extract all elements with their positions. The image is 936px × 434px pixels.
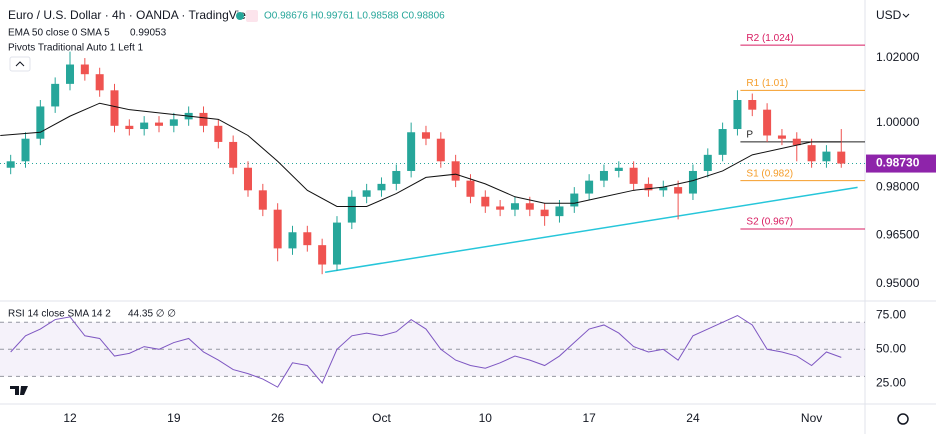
pivot-label: R2 (1.024) xyxy=(746,33,793,44)
candle-body xyxy=(421,132,430,139)
candle-body xyxy=(481,196,490,207)
tradingview-logo xyxy=(10,386,28,395)
last-price-box xyxy=(866,154,936,173)
candle-body xyxy=(688,170,697,194)
candle-body xyxy=(288,232,297,249)
candle-body xyxy=(674,187,683,194)
settings-icon[interactable] xyxy=(897,413,909,425)
candle-body xyxy=(659,187,668,191)
candle-body xyxy=(80,64,89,75)
candle-body xyxy=(629,167,638,184)
y-tick-label: 0.95000 xyxy=(876,276,920,290)
candle-body xyxy=(703,154,712,171)
candle-body xyxy=(748,100,757,110)
x-tick-label: 17 xyxy=(582,411,596,425)
candle-body xyxy=(792,138,801,146)
candle-body xyxy=(525,203,534,210)
last-price-label: 0.98730 xyxy=(876,156,920,170)
candle-body xyxy=(377,183,386,191)
candle-body xyxy=(510,203,519,210)
candle-body xyxy=(95,74,104,91)
rsi-line xyxy=(10,314,842,388)
candle-body xyxy=(347,196,356,223)
collapse-icon xyxy=(15,61,25,67)
x-tick-label: 12 xyxy=(63,411,77,425)
candle-body xyxy=(110,90,119,126)
candle-body xyxy=(599,170,608,181)
candle-body xyxy=(585,180,594,194)
candle-body xyxy=(21,138,30,162)
ema-legend: EMA 50 close 0 SMA 5 xyxy=(8,28,110,39)
pivot-label: S1 (0.982) xyxy=(746,168,793,179)
y-tick-label: 75.00 xyxy=(876,308,906,322)
candle-body xyxy=(303,232,312,246)
y-tick-label: 50.00 xyxy=(876,341,906,355)
candle-body xyxy=(6,161,15,168)
candle-body xyxy=(332,222,341,265)
candle-body xyxy=(169,119,178,126)
candle-body xyxy=(466,180,475,197)
candle-body xyxy=(763,109,772,136)
candle-body xyxy=(362,190,371,197)
candle-body xyxy=(718,129,727,155)
x-tick-label: Oct xyxy=(372,411,391,425)
pivots-legend: Pivots Traditional Auto 1 Left 1 xyxy=(8,43,144,54)
candle-body xyxy=(837,151,846,164)
candle-body xyxy=(436,138,445,162)
rsi-value: 44.35 ∅ ∅ xyxy=(128,309,176,320)
candle-body xyxy=(199,112,208,126)
x-tick-label: 26 xyxy=(271,411,285,425)
candle-body xyxy=(540,209,549,217)
y-tick-label: 1.02000 xyxy=(876,50,920,64)
candle-body xyxy=(644,183,653,191)
collapse-button[interactable] xyxy=(9,56,31,72)
candle-body xyxy=(229,141,238,168)
candle-body xyxy=(258,190,267,210)
symbol-title: Euro / U.S. Dollar · 4h · OANDA · Tradin… xyxy=(8,8,255,22)
candle-body xyxy=(777,135,786,139)
pivot-label: S2 (0.967) xyxy=(746,217,793,228)
candle-body xyxy=(570,193,579,207)
y-tick-label: 0.98000 xyxy=(876,179,920,193)
candle-body xyxy=(318,245,327,265)
pivot-label: R1 (1.01) xyxy=(746,78,788,89)
y-tick-label: 1.00000 xyxy=(876,115,920,129)
status-icon xyxy=(246,10,258,22)
candle-body xyxy=(822,151,831,162)
currency-dropdown-icon xyxy=(902,13,910,18)
pivot-label: P xyxy=(746,130,753,141)
x-tick-label: Nov xyxy=(801,411,822,425)
candle-body xyxy=(66,64,75,84)
candle-body xyxy=(451,161,460,181)
y-tick-label: 25.00 xyxy=(876,375,906,389)
candle-body xyxy=(51,83,60,107)
candle-body xyxy=(125,125,134,130)
candle-body xyxy=(154,122,163,126)
candle-body xyxy=(733,100,742,130)
currency[interactable]: USD xyxy=(876,8,902,22)
y-tick-label: 0.96500 xyxy=(876,228,920,242)
trendline xyxy=(324,186,858,273)
ema-value: 0.99053 xyxy=(130,28,167,39)
candle-body xyxy=(392,170,401,184)
candle-body xyxy=(807,145,816,162)
candle-body xyxy=(273,209,282,249)
candle-body xyxy=(214,125,223,142)
ohlc-legend: O0.98676 H0.99761 L0.98588 C0.98806 xyxy=(264,11,445,22)
candle-body xyxy=(243,167,252,191)
candle-body xyxy=(614,167,623,171)
x-tick-label: 19 xyxy=(167,411,181,425)
candle-body xyxy=(36,106,45,139)
status-dot xyxy=(236,12,244,20)
candle-body xyxy=(407,132,416,171)
candle-body xyxy=(140,122,149,130)
x-tick-label: 24 xyxy=(686,411,700,425)
rsi-legend: RSI 14 close SMA 14 2 xyxy=(8,309,111,320)
x-tick-label: 10 xyxy=(479,411,493,425)
ema-line xyxy=(0,102,842,207)
candle-body xyxy=(496,206,505,210)
candle-body xyxy=(555,206,564,217)
